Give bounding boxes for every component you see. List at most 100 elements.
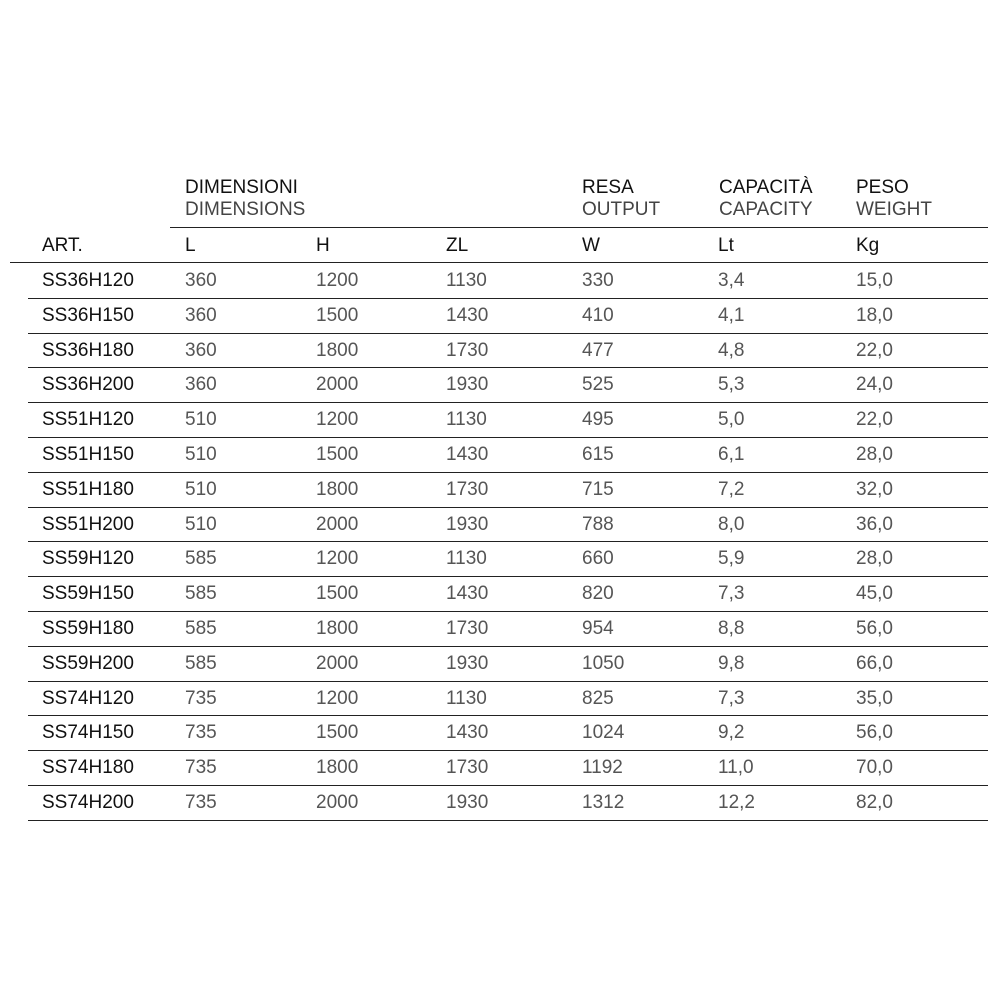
cell-kg: 36,0 [856,513,893,535]
cell-lt: 8,8 [718,618,745,639]
cell-art: SS36H180 [42,339,134,361]
cell-w: 1050 [582,652,625,674]
cell-h: 2000 [316,652,359,674]
cell-zl: 1430 [446,583,489,605]
cell-art: SS36H200 [42,374,134,396]
row-divider [28,715,988,717]
cell-zl: 1430 [446,722,489,744]
cell-w: 660 [582,548,614,570]
cell-h: 2000 [316,374,359,396]
cell-kg: 66,0 [856,652,893,674]
row-divider [28,680,988,682]
cell-h: 1200 [316,548,359,570]
cell-w: 788 [582,513,614,535]
row-divider [28,471,988,473]
cell-l: 585 [185,652,217,674]
cell-lt: 5,9 [718,548,745,570]
cell-h: 1500 [316,583,359,605]
cell-art: SS51H180 [42,478,134,500]
cell-lt: 4,1 [718,304,745,326]
cell-kg: 22,0 [856,339,893,361]
cell-kg: 22,0 [856,409,893,431]
cell-kg: 28,0 [856,548,893,570]
row-divider [28,402,988,404]
cell-lt: 12,2 [718,792,755,813]
header-resa: RESA [582,177,634,198]
cell-l: 510 [185,513,217,535]
column-header-art: ART. [42,235,83,256]
cell-l: 585 [185,548,217,570]
column-header-lt: Lt [718,235,734,256]
cell-h: 1500 [316,444,359,465]
cell-h: 1800 [316,339,359,361]
cell-l: 735 [185,792,217,813]
cell-zl: 1130 [446,270,487,291]
header-capacita: CAPACITÀ [719,177,813,198]
cell-lt: 6,1 [718,444,745,465]
cell-l: 735 [185,757,217,779]
cell-w: 715 [582,478,614,500]
cell-kg: 24,0 [856,374,893,396]
cell-kg: 70,0 [856,757,893,779]
cell-art: SS74H120 [42,687,134,709]
cell-zl: 1730 [446,478,489,500]
column-header-l: L [185,235,196,256]
cell-lt: 7,3 [718,687,745,709]
header-dimensioni: DIMENSIONI [185,177,298,198]
cell-h: 2000 [316,792,359,813]
cell-l: 510 [185,478,217,500]
cell-zl: 1930 [446,513,489,535]
cell-zl: 1730 [446,339,489,361]
cell-h: 1800 [316,618,359,639]
cell-w: 525 [582,374,614,396]
cell-w: 1024 [582,722,625,744]
header-peso: PESO [856,177,909,198]
cell-lt: 7,3 [718,583,745,605]
cell-h: 2000 [316,513,359,535]
cell-h: 1500 [316,304,359,326]
cell-art: SS59H180 [42,618,134,639]
cell-art: SS74H180 [42,757,134,779]
row-divider [28,297,988,299]
cell-zl: 1930 [446,792,489,813]
row-divider [28,611,988,612]
cell-zl: 1130 [446,687,487,709]
row-divider [28,506,988,508]
row-divider [28,785,988,786]
cell-l: 360 [185,304,217,326]
cell-art: SS36H120 [42,270,134,291]
cell-zl: 1730 [446,618,489,639]
cell-lt: 8,0 [718,513,745,535]
cell-l: 360 [185,374,217,396]
cell-l: 360 [185,270,217,291]
cell-art: SS74H150 [42,722,134,744]
row-divider [28,750,988,752]
cell-w: 330 [582,270,614,291]
cell-kg: 45,0 [856,583,893,605]
cell-lt: 9,8 [718,652,745,674]
cell-l: 735 [185,687,217,709]
cell-w: 495 [582,409,614,431]
row-divider [28,576,988,578]
cell-kg: 28,0 [856,444,893,465]
row-divider [28,541,988,543]
cell-lt: 11,0 [718,757,754,779]
cell-l: 735 [185,722,217,744]
header-output: OUTPUT [582,199,661,220]
cell-w: 1192 [582,757,623,779]
cell-w: 820 [582,583,614,605]
cell-kg: 56,0 [856,618,893,639]
cell-h: 1800 [316,757,359,779]
column-header-h: H [316,235,330,256]
cell-h: 1500 [316,722,359,744]
cell-w: 615 [582,444,614,465]
cell-w: 954 [582,618,614,639]
cell-art: SS59H200 [42,652,134,674]
cell-kg: 18,0 [856,304,893,326]
column-header-divider [10,262,988,263]
cell-w: 477 [582,339,614,361]
column-header-zl: ZL [446,235,469,256]
header-weight: WEIGHT [856,199,932,220]
cell-w: 825 [582,687,614,709]
cell-zl: 1430 [446,444,489,465]
